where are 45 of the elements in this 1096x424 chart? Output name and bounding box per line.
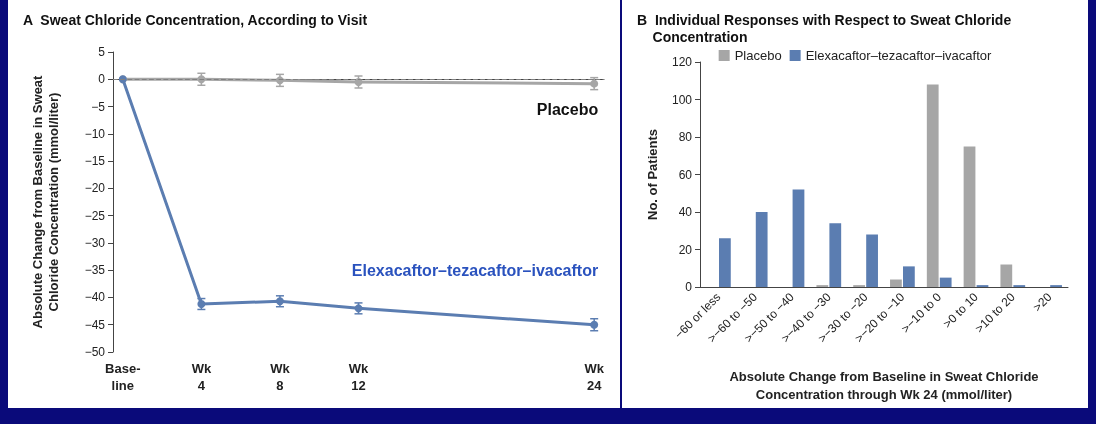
x-tick-label: Wk 8 (270, 361, 291, 393)
y-axis-title: Absolute Change from Baseline in Sweat Chloride Concentration (mmol/liter) (29, 74, 61, 329)
y-tick-label: −50 (84, 345, 106, 359)
legend-label: Placebo (734, 48, 782, 63)
y-tick-label: 80 (678, 130, 693, 144)
x-axis-title: Absolute Change from Baseline in Sweat Chloride Concentration through Wk 24 (mmol/liter) (729, 368, 1039, 402)
y-axis-title: No. of Patients (644, 128, 660, 221)
x-tick-label: Wk 4 (191, 361, 212, 393)
y-tick-label: −10 (84, 126, 106, 141)
y-tick-label: 20 (678, 242, 693, 257)
bar (718, 238, 731, 287)
bar (902, 266, 915, 287)
series-label: Elexacaftor–tezacaftor–ivacaftor (351, 262, 599, 280)
x-tick-label: Base- line (105, 361, 141, 393)
bar (792, 189, 805, 287)
y-tick-label: −20 (84, 181, 106, 196)
y-tick-label: 60 (678, 167, 693, 182)
y-tick-label: −30 (84, 235, 106, 250)
bar (926, 84, 939, 287)
chart-title: A Sweat Chloride Concentration, According to Visit (23, 11, 368, 28)
y-tick-label: −25 (84, 208, 106, 223)
bar (963, 146, 976, 287)
bar (890, 279, 902, 287)
y-tick-label: 5 (98, 45, 106, 59)
series-label: Placebo (536, 101, 599, 119)
y-tick-label: 0 (98, 72, 106, 87)
bar (866, 234, 878, 287)
y-tick-label: −45 (84, 317, 106, 332)
y-tick-label: −5 (91, 99, 106, 114)
y-tick-label: 0 (685, 280, 693, 294)
bar (939, 277, 952, 287)
x-tick-label: >20 (1030, 289, 1055, 315)
chart-title: B Individual Responses with Respect to Sweat Chloride Concentration (637, 11, 1012, 45)
y-tick-label: 120 (671, 55, 693, 69)
y-tick-label: −35 (84, 263, 106, 278)
x-tick-label: Wk 24 (584, 361, 605, 393)
y-tick-label: −15 (84, 154, 106, 169)
y-tick-label: −40 (84, 290, 106, 305)
bar (1000, 264, 1013, 287)
x-tick-label: Wk 12 (348, 361, 370, 393)
legend-label: Elexacaftor–tezacaftor–ivacaftor (805, 48, 993, 63)
bar (755, 212, 768, 287)
y-tick-label: 100 (671, 92, 693, 107)
y-tick-label: 40 (678, 205, 693, 219)
bar (829, 223, 842, 287)
